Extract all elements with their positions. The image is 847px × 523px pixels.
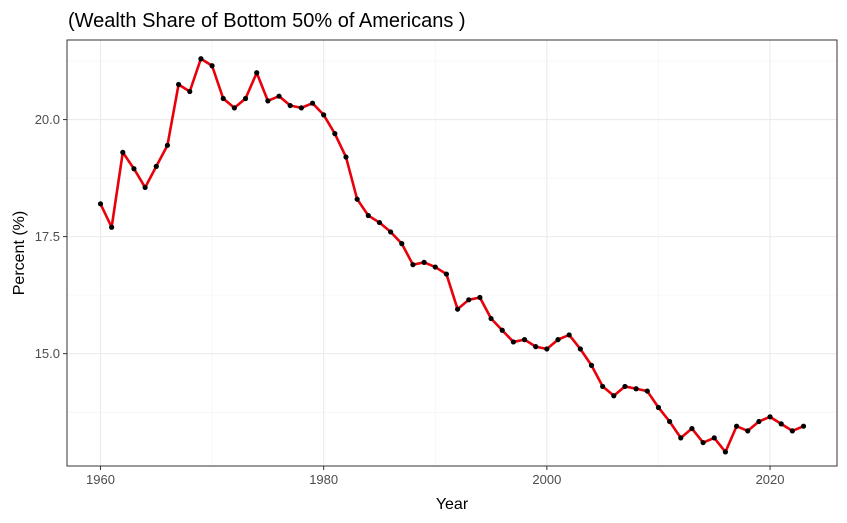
data-point bbox=[432, 264, 438, 270]
data-point bbox=[332, 131, 338, 137]
plot-panel bbox=[66, 39, 838, 467]
x-axis: 1960 1980 2000 2020 bbox=[86, 466, 785, 487]
data-point bbox=[767, 414, 773, 420]
data-point bbox=[789, 428, 795, 434]
data-point bbox=[175, 81, 182, 88]
data-point bbox=[97, 201, 104, 207]
data-point bbox=[343, 154, 349, 160]
data-point bbox=[544, 346, 550, 352]
data-point bbox=[142, 184, 148, 191]
chart-title: (Wealth Share of Bottom 50% of Americans… bbox=[68, 10, 466, 32]
data-point bbox=[555, 337, 561, 343]
panel-border bbox=[66, 39, 838, 467]
data-point bbox=[499, 327, 505, 333]
data-point bbox=[276, 93, 282, 99]
data-point bbox=[287, 102, 293, 109]
data-point bbox=[421, 259, 427, 265]
data-point bbox=[242, 95, 249, 102]
data-point bbox=[711, 435, 717, 441]
data-point bbox=[187, 88, 193, 95]
data-point bbox=[745, 428, 751, 434]
data-point bbox=[254, 70, 260, 76]
data-point bbox=[265, 98, 271, 104]
data-point bbox=[131, 166, 137, 172]
data-point bbox=[466, 297, 472, 303]
data-point bbox=[510, 339, 516, 345]
data-point bbox=[220, 95, 226, 102]
data-point bbox=[321, 112, 327, 118]
x-tick-label: 1980 bbox=[309, 472, 338, 487]
major-grid-y bbox=[67, 119, 837, 355]
data-point bbox=[756, 418, 762, 425]
y-tick-label: 20.0 bbox=[35, 112, 60, 127]
data-point bbox=[443, 271, 450, 277]
series-line bbox=[99, 57, 805, 454]
data-point bbox=[611, 393, 617, 399]
data-point bbox=[633, 386, 639, 392]
data-point bbox=[800, 423, 807, 429]
major-grid-x bbox=[99, 40, 771, 466]
data-point bbox=[577, 346, 583, 352]
data-point bbox=[164, 142, 171, 148]
x-tick-label: 1960 bbox=[86, 472, 115, 487]
data-point bbox=[309, 100, 316, 106]
data-point bbox=[689, 425, 695, 432]
data-point bbox=[376, 219, 383, 226]
data-point bbox=[231, 105, 237, 111]
data-point bbox=[410, 262, 416, 268]
data-point bbox=[209, 63, 215, 69]
x-tick-label: 2000 bbox=[532, 472, 561, 487]
data-point bbox=[678, 435, 684, 441]
minor-grid-x bbox=[211, 40, 659, 466]
series-points bbox=[97, 56, 807, 455]
data-point bbox=[298, 105, 304, 111]
x-axis-label: Year bbox=[436, 496, 469, 513]
y-axis: 15.0 17.5 20.0 bbox=[35, 112, 67, 361]
data-point bbox=[533, 344, 539, 350]
data-point bbox=[600, 383, 606, 390]
data-point bbox=[153, 163, 159, 169]
data-point bbox=[644, 388, 650, 394]
data-point bbox=[365, 212, 371, 219]
data-point bbox=[120, 149, 126, 155]
data-point bbox=[109, 224, 115, 230]
data-point bbox=[354, 196, 360, 202]
data-point bbox=[622, 383, 628, 390]
data-point bbox=[488, 315, 494, 322]
data-point bbox=[722, 449, 729, 455]
data-point bbox=[588, 362, 595, 368]
data-point bbox=[667, 418, 673, 425]
data-point bbox=[388, 229, 394, 235]
data-point bbox=[778, 421, 784, 427]
data-point bbox=[477, 294, 483, 301]
data-point bbox=[198, 56, 204, 62]
data-point bbox=[655, 404, 662, 411]
y-tick-label: 17.5 bbox=[35, 229, 60, 244]
x-tick-label: 2020 bbox=[756, 472, 785, 487]
y-tick-label: 15.0 bbox=[35, 346, 60, 361]
data-point bbox=[521, 337, 528, 343]
data-point bbox=[566, 332, 572, 338]
minor-grid-y bbox=[67, 60, 837, 413]
data-point bbox=[733, 423, 740, 429]
y-axis-label: Percent (%) bbox=[11, 211, 28, 295]
data-point bbox=[700, 439, 706, 446]
data-point bbox=[454, 306, 461, 312]
data-point bbox=[399, 241, 405, 247]
